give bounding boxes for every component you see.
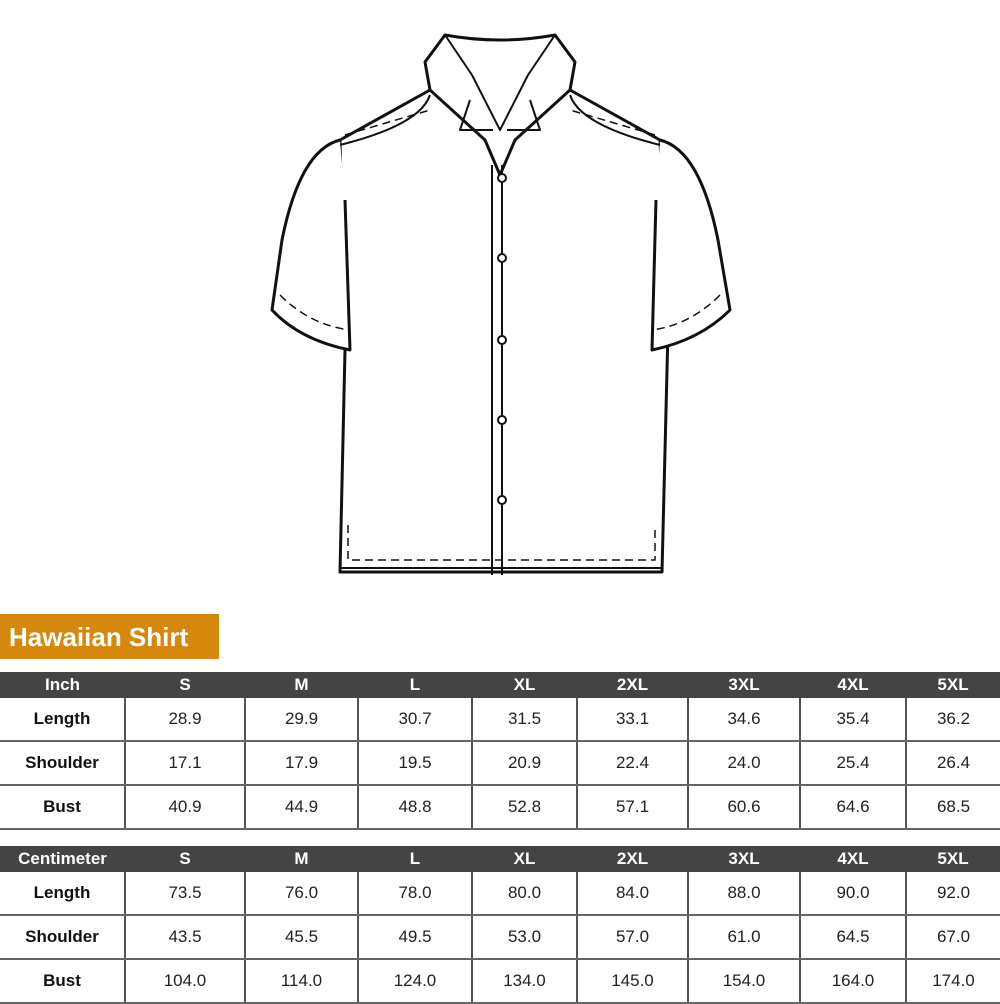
size-header: L bbox=[358, 672, 472, 698]
measurement-cell: 40.9 bbox=[124, 785, 245, 830]
size-header: M bbox=[245, 672, 358, 698]
measurement-cell: 64.5 bbox=[799, 915, 906, 960]
header-row: Inch S M L XL 2XL 3XL 4XL 5XL bbox=[0, 672, 1000, 698]
right-sleeve bbox=[650, 138, 732, 352]
measurement-cell: 64.6 bbox=[799, 785, 906, 830]
header-row: Centimeter S M L XL 2XL 3XL 4XL 5XL bbox=[0, 846, 1000, 872]
measurement-cell: 57.0 bbox=[576, 915, 688, 960]
measurement-cell: 22.4 bbox=[576, 741, 688, 786]
centimeter-size-table: Centimeter S M L XL 2XL 3XL 4XL 5XL Leng… bbox=[0, 846, 1000, 1004]
row-label: Shoulder bbox=[0, 741, 125, 786]
inch-size-table: Inch S M L XL 2XL 3XL 4XL 5XL Length 28.9… bbox=[0, 672, 1000, 830]
measurement-cell: 78.0 bbox=[357, 872, 472, 916]
measurement-cell: 17.1 bbox=[124, 741, 245, 786]
table-row: Length 28.9 29.9 30.7 31.5 33.1 34.6 35.4 36.2 bbox=[0, 698, 1000, 742]
size-header: 2XL bbox=[577, 672, 688, 698]
measurement-cell: 154.0 bbox=[687, 959, 800, 1004]
row-label: Bust bbox=[0, 785, 125, 830]
measurement-cell: 90.0 bbox=[799, 872, 906, 916]
measurement-cell: 31.5 bbox=[471, 698, 577, 742]
measurement-cell: 61.0 bbox=[687, 915, 800, 960]
measurement-cell: 124.0 bbox=[357, 959, 472, 1004]
measurement-cell: 17.9 bbox=[244, 741, 358, 786]
measurement-cell: 48.8 bbox=[357, 785, 472, 830]
measurement-cell: 53.0 bbox=[471, 915, 577, 960]
unit-label: Centimeter bbox=[0, 846, 125, 872]
measurement-cell: 67.0 bbox=[905, 915, 1000, 960]
measurement-cell: 73.5 bbox=[124, 872, 245, 916]
measurement-cell: 45.5 bbox=[244, 915, 358, 960]
measurement-cell: 52.8 bbox=[471, 785, 577, 830]
size-header: S bbox=[125, 846, 245, 872]
measurement-cell: 19.5 bbox=[357, 741, 472, 786]
product-title: Hawaiian Shirt bbox=[0, 614, 219, 659]
measurement-cell: 35.4 bbox=[799, 698, 906, 742]
size-header: XL bbox=[472, 846, 577, 872]
size-header: 5XL bbox=[906, 672, 1000, 698]
measurement-cell: 92.0 bbox=[905, 872, 1000, 916]
measurement-cell: 49.5 bbox=[357, 915, 472, 960]
measurement-cell: 145.0 bbox=[576, 959, 688, 1004]
measurement-cell: 104.0 bbox=[124, 959, 245, 1004]
table-row: Bust 40.9 44.9 48.8 52.8 57.1 60.6 64.6 68.5 bbox=[0, 785, 1000, 830]
row-label: Bust bbox=[0, 959, 125, 1004]
measurement-cell: 114.0 bbox=[244, 959, 358, 1004]
measurement-cell: 28.9 bbox=[124, 698, 245, 742]
table-row: Bust 104.0 114.0 124.0 134.0 145.0 154.0 164.0 1… bbox=[0, 959, 1000, 1004]
shirt-illustration bbox=[270, 33, 732, 575]
table-row: Shoulder 43.5 45.5 49.5 53.0 57.0 61.0 64.5 67.0 bbox=[0, 915, 1000, 960]
size-header: 5XL bbox=[906, 846, 1000, 872]
measurement-cell: 164.0 bbox=[799, 959, 906, 1004]
size-header: L bbox=[358, 846, 472, 872]
size-header: 3XL bbox=[688, 846, 800, 872]
measurement-cell: 43.5 bbox=[124, 915, 245, 960]
buttons bbox=[497, 173, 507, 505]
measurement-cell: 36.2 bbox=[905, 698, 1000, 742]
row-label: Length bbox=[0, 872, 125, 916]
measurement-cell: 33.1 bbox=[576, 698, 688, 742]
measurement-cell: 174.0 bbox=[905, 959, 1000, 1004]
size-header: S bbox=[125, 672, 245, 698]
unit-label: Inch bbox=[0, 672, 125, 698]
collar bbox=[423, 33, 577, 177]
table-row: Shoulder 17.1 17.9 19.5 20.9 22.4 24.0 25.4 26.4 bbox=[0, 741, 1000, 786]
measurement-cell: 76.0 bbox=[244, 872, 358, 916]
measurement-cell: 134.0 bbox=[471, 959, 577, 1004]
measurement-cell: 29.9 bbox=[244, 698, 358, 742]
measurement-cell: 88.0 bbox=[687, 872, 800, 916]
measurement-cell: 60.6 bbox=[687, 785, 800, 830]
measurement-cell: 84.0 bbox=[576, 872, 688, 916]
measurement-cell: 68.5 bbox=[905, 785, 1000, 830]
measurement-cell: 80.0 bbox=[471, 872, 577, 916]
measurement-cell: 24.0 bbox=[687, 741, 800, 786]
size-header: 4XL bbox=[800, 672, 906, 698]
size-header: 3XL bbox=[688, 672, 800, 698]
row-label: Shoulder bbox=[0, 915, 125, 960]
size-header: 4XL bbox=[800, 846, 906, 872]
measurement-cell: 30.7 bbox=[357, 698, 472, 742]
left-sleeve bbox=[270, 138, 352, 352]
size-header: XL bbox=[472, 672, 577, 698]
measurement-cell: 26.4 bbox=[905, 741, 1000, 786]
measurement-cell: 57.1 bbox=[576, 785, 688, 830]
measurement-cell: 20.9 bbox=[471, 741, 577, 786]
table-row: Length 73.5 76.0 78.0 80.0 84.0 88.0 90.0 92.0 bbox=[0, 872, 1000, 916]
size-header: M bbox=[245, 846, 358, 872]
measurement-cell: 25.4 bbox=[799, 741, 906, 786]
measurement-cell: 44.9 bbox=[244, 785, 358, 830]
row-label: Length bbox=[0, 698, 125, 742]
measurement-cell: 34.6 bbox=[687, 698, 800, 742]
size-header: 2XL bbox=[577, 846, 688, 872]
